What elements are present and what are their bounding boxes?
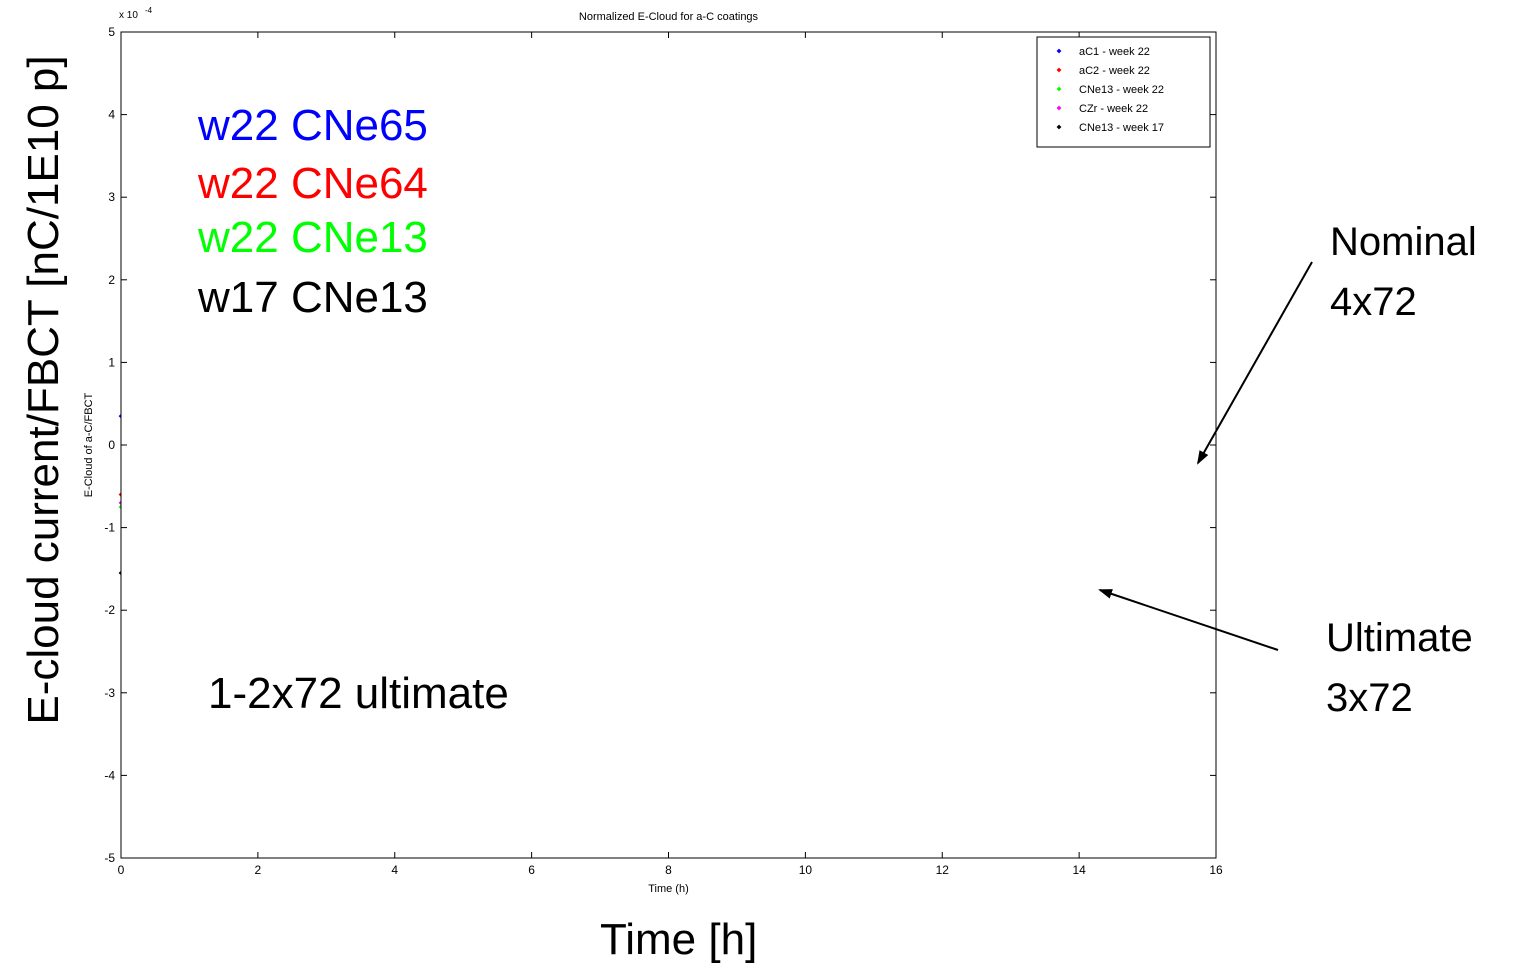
y-tick-label: -2 [104, 603, 115, 617]
big-legend-cne65: w22 CNe65 [198, 101, 428, 150]
annotation-nominal: Nominal [1330, 220, 1477, 264]
legend-marker [1056, 124, 1062, 130]
y-axis-label: E-Cloud of a-C/FBCT [83, 392, 95, 497]
y-tick-label: -4 [104, 768, 115, 782]
x-tick-label: 10 [799, 863, 813, 877]
y-tick-label: 0 [108, 438, 115, 452]
ultimate-arrow [1098, 589, 1279, 651]
y-tick-label: -1 [104, 521, 115, 535]
y-multiplier: x 10 [119, 10, 138, 21]
y-tick-label: 2 [108, 273, 115, 287]
annotation-ultimate-low: 1-2x72 ultimate [208, 669, 509, 718]
x-tick-label: 6 [528, 863, 535, 877]
big-legend-cne13-w22: w22 CNe13 [198, 213, 428, 262]
y-tick-label: 5 [108, 25, 115, 39]
x-tick-label: 2 [255, 863, 262, 877]
y-tick-label: -3 [104, 686, 115, 700]
plot-frame [120, 31, 1217, 859]
y-tick-label: -5 [104, 851, 115, 865]
nominal-arrow [1197, 261, 1313, 465]
chart-title: Normalized E-Cloud for a-C coatings [579, 11, 759, 23]
x-axis-label: Time (h) [648, 883, 689, 895]
y-tick-label: 4 [108, 108, 115, 122]
big-legend-cne13-w17: w17 CNe13 [198, 273, 428, 322]
legend-entry: CZr - week 22 [1079, 103, 1148, 115]
legend-entry: aC1 - week 22 [1079, 46, 1150, 58]
outer-x-axis-label: Time [h] [600, 915, 758, 964]
axes: Normalized E-Cloud for a-C coatings 0 2 4 6 8… [83, 6, 1223, 895]
legend-marker [1056, 105, 1062, 111]
annotation-arrows [1098, 261, 1313, 651]
x-tick-label: 8 [665, 863, 672, 877]
legend-marker [1056, 67, 1062, 73]
legend-marker [1056, 86, 1062, 92]
annotation-ultimate-sub: 3x72 [1326, 676, 1413, 720]
annotation-ultimate: Ultimate [1326, 616, 1473, 660]
big-legend-cne64: w22 CNe64 [198, 159, 428, 208]
x-tick-label: 4 [391, 863, 398, 877]
y-tick-label: 1 [108, 355, 115, 369]
x-tick-label: 0 [118, 863, 125, 877]
y-tick-label: 3 [108, 190, 115, 204]
y-multiplier-exp: -4 [145, 6, 153, 15]
x-tick-label: 14 [1072, 863, 1086, 877]
legend-entry: aC2 - week 22 [1079, 65, 1150, 77]
legend: aC1 - week 22 aC2 - week 22 CNe13 - week 2… [1036, 36, 1211, 148]
legend-box [1036, 36, 1211, 148]
legend-entry: CNe13 - week 22 [1079, 84, 1164, 96]
legend-marker [1056, 48, 1062, 54]
outer-y-axis-label: E-cloud current/FBCT [nC/1E10 p] [19, 55, 68, 725]
legend-entry: CNe13 - week 17 [1079, 122, 1164, 134]
annotation-nominal-sub: 4x72 [1330, 280, 1417, 324]
x-tick-label: 12 [936, 863, 950, 877]
x-tick-label: 16 [1209, 863, 1223, 877]
